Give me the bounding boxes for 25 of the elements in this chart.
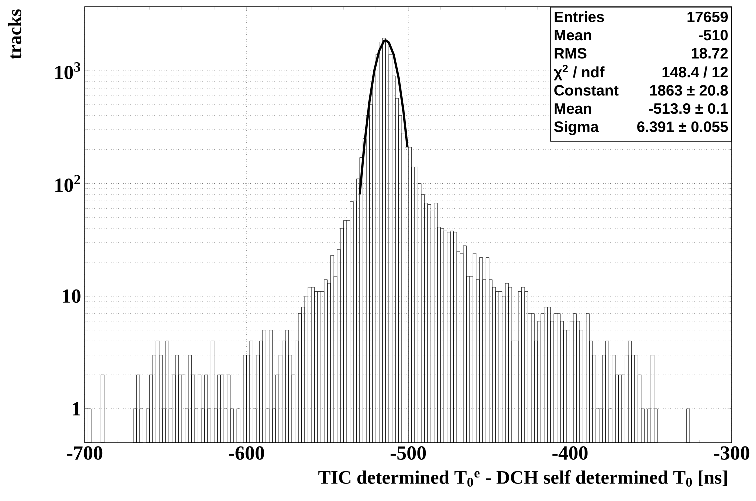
x-axis-title: TIC determined T$_{0}$$^{e}$ - DCH self determined T$_{0}$ [ns] bbox=[318, 470, 728, 487]
annotation: χ$^{2}$ / ndf bbox=[554, 65, 605, 81]
y-axis-title: tracks bbox=[8, 10, 22, 60]
annotation: RMS bbox=[554, 48, 587, 59]
annotation: 6.391 ± 0.055 bbox=[638, 122, 728, 132]
annotation: -510 bbox=[699, 30, 728, 41]
annotation: Mean bbox=[554, 104, 592, 114]
annotation: Constant bbox=[554, 85, 619, 96]
annotation: 17659 bbox=[688, 12, 728, 22]
annotation: -513.9 ± 0.1 bbox=[649, 103, 728, 114]
y-tick-label: 1 bbox=[73, 402, 80, 416]
y-tick-label: 10$^{2}$ bbox=[56, 175, 80, 192]
x-tick-label: -500 bbox=[390, 446, 426, 460]
x-tick-label: -400 bbox=[552, 446, 588, 460]
y-tick-label: 10 bbox=[63, 290, 81, 304]
x-tick-label: -600 bbox=[229, 446, 264, 460]
annotation: 1863 ± 20.8 bbox=[650, 85, 728, 96]
y-tick-label: 10$^{3}$ bbox=[56, 62, 80, 80]
annotation: 148.4 / 12 bbox=[662, 66, 728, 78]
annotation: Entries bbox=[554, 11, 604, 22]
annotation: Mean bbox=[554, 30, 592, 41]
x-tick-label: -300 bbox=[714, 446, 750, 460]
x-tick-label: -700 bbox=[67, 446, 103, 460]
annotation: Sigma bbox=[554, 121, 600, 136]
annotation: 18.72 bbox=[692, 48, 728, 59]
